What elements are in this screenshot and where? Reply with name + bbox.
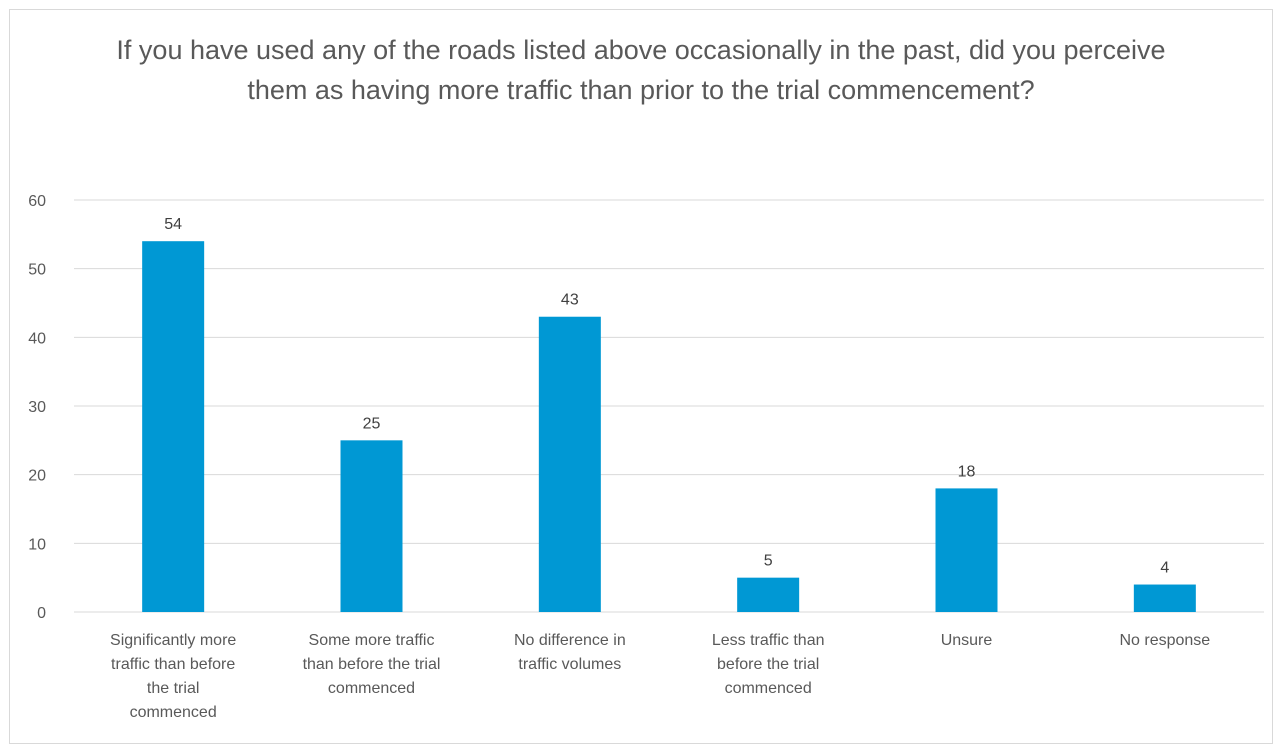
bar-5 [1133, 584, 1196, 612]
category-label-line: than before the trial [303, 656, 441, 673]
data-label-2: 43 [561, 292, 579, 309]
category-label-line: commenced [328, 680, 415, 697]
category-label-line: Significantly more [110, 632, 236, 649]
category-label-3: Less traffic than before the trial commenc… [712, 632, 825, 697]
y-tick-label-50: 50 [28, 262, 46, 279]
bar-2 [538, 316, 601, 612]
category-label-line: before the trial [717, 656, 819, 673]
y-tick-label-30: 30 [28, 399, 46, 416]
bar-1 [340, 440, 403, 612]
category-label-line: No difference in [514, 632, 626, 649]
category-label-line: Less traffic than [712, 632, 825, 649]
data-label-0: 54 [164, 216, 182, 233]
category-label-line: traffic volumes [518, 656, 621, 673]
category-label-line: Some more traffic [309, 632, 435, 649]
data-label-1: 25 [363, 415, 381, 432]
y-tick-label-40: 40 [28, 330, 46, 347]
category-label-line: No response [1119, 632, 1210, 649]
bar-3 [737, 577, 800, 612]
category-label-line: Unsure [941, 632, 993, 649]
bar-0 [142, 241, 205, 612]
category-label-5: No response [1119, 632, 1210, 649]
category-label-line: traffic than before [111, 656, 235, 673]
data-label-3: 5 [764, 553, 773, 570]
chart-frame [9, 9, 1273, 744]
chart-title: If you have used any of the roads listed… [116, 35, 1166, 105]
y-tick-label-60: 60 [28, 193, 46, 210]
bar-4 [935, 488, 998, 612]
category-label-2: No difference in traffic volumes [514, 632, 626, 673]
category-label-1: Some more traffic than before the trial co… [303, 632, 441, 697]
data-label-4: 18 [958, 463, 976, 480]
data-label-5: 4 [1160, 560, 1169, 577]
category-label-line: the trial [147, 680, 199, 697]
y-tick-label-20: 20 [28, 468, 46, 485]
y-tick-label-10: 10 [28, 536, 46, 553]
category-label-4: Unsure [941, 632, 993, 649]
category-label-line: commenced [130, 704, 217, 721]
category-label-0: Significantly more traffic than before the… [110, 632, 236, 721]
y-tick-label-0: 0 [37, 605, 46, 622]
category-label-line: commenced [725, 680, 812, 697]
